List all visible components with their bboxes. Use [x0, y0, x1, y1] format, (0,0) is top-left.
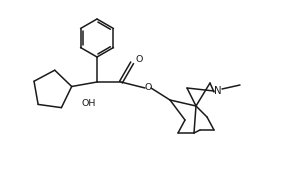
Text: O: O: [136, 55, 143, 63]
Text: O: O: [144, 83, 152, 93]
Text: OH: OH: [82, 98, 96, 108]
Text: N: N: [214, 86, 222, 96]
